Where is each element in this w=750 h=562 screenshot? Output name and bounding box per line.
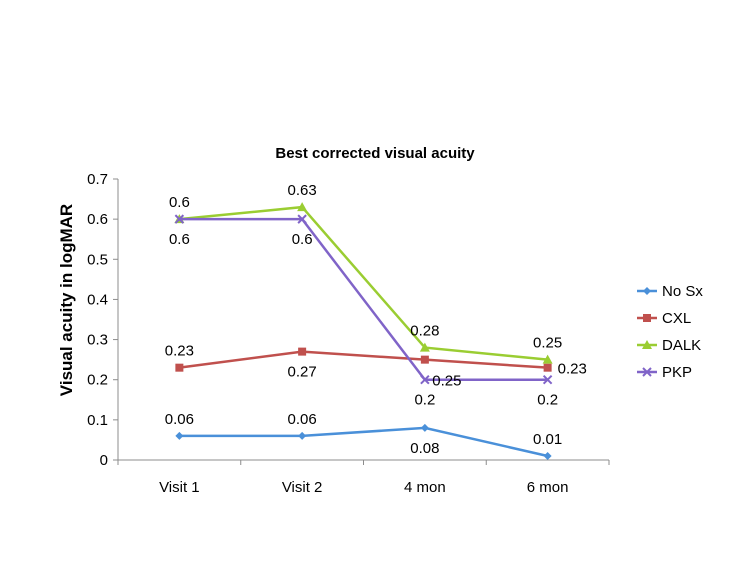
legend-marker [643, 314, 651, 322]
legend-item-cxl: CXL [637, 310, 691, 327]
legend-label: PKP [662, 364, 692, 381]
data-point [298, 431, 307, 440]
x-tick-label: 4 mon [404, 479, 446, 496]
data-point [420, 423, 429, 432]
series-line [179, 217, 548, 381]
data-point [419, 342, 430, 352]
y-tick-label: 0.3 [87, 332, 108, 349]
y-tick-label: 0.7 [87, 171, 108, 188]
data-label: 0.01 [533, 431, 562, 448]
legend-marker [642, 340, 652, 349]
data-point [420, 375, 430, 385]
x-tick-label: Visit 1 [159, 479, 200, 496]
data-point [543, 363, 552, 372]
y-tick-label: 0.4 [87, 291, 108, 308]
legend-item-pkp: PKP [637, 364, 692, 381]
data-label: 0.25 [432, 373, 461, 390]
data-point [420, 355, 429, 364]
data-point [298, 347, 307, 356]
legend-marker [642, 367, 652, 377]
x-tick-label: 6 mon [527, 479, 569, 496]
y-axis-label: Visual acuity in logMAR [57, 204, 76, 396]
data-label: 0.23 [165, 343, 194, 360]
series-line [179, 426, 548, 458]
series-line [179, 205, 548, 361]
legend-label: No Sx [662, 283, 703, 300]
data-label: 0.28 [410, 323, 439, 340]
data-labels: 0.06 0.06 0.08 0.01 0.23 0.27 0.25 0.23 0.6 0.63 0… [165, 182, 587, 457]
data-label: 0.08 [410, 440, 439, 457]
legend-label: CXL [662, 310, 691, 327]
data-point [542, 354, 553, 364]
data-label: 0.6 [169, 194, 190, 211]
data-point [297, 214, 307, 224]
legend-marker [643, 287, 651, 295]
data-point [175, 363, 184, 372]
data-label: 0.6 [169, 231, 190, 248]
data-label: 0.2 [537, 392, 558, 409]
series-pkp [174, 214, 553, 385]
series-no-sx [175, 423, 552, 460]
series-layer [174, 202, 553, 460]
y-tick-label: 0 [100, 452, 108, 469]
y-tick-label: 0.2 [87, 372, 108, 389]
legend-label: DALK [662, 337, 701, 354]
data-point [174, 214, 185, 224]
data-point [542, 375, 553, 385]
legend: No Sx CXL DALK PKP [637, 283, 703, 381]
data-label: 0.63 [288, 182, 317, 199]
series-line [179, 350, 548, 369]
data-label: 0.25 [533, 335, 562, 352]
y-tick-label: 0.1 [87, 412, 108, 429]
data-point [543, 451, 552, 460]
x-tick-label: Visit 2 [282, 479, 323, 496]
data-label: 0.23 [558, 361, 587, 378]
data-label: 0.06 [288, 411, 317, 428]
y-tick-label: 0.6 [87, 211, 108, 228]
axes: 0 0.1 0.2 0.3 0.4 0.5 0.6 0.7 Visit 1 Visit 2 4 mo… [87, 171, 610, 496]
data-point [297, 202, 308, 212]
data-label: 0.06 [165, 411, 194, 428]
legend-item-no-sx: No Sx [637, 283, 703, 300]
data-label: 0.2 [414, 392, 435, 409]
series-dalk [174, 202, 553, 364]
y-tick-label: 0.5 [87, 251, 108, 268]
series-cxl [175, 347, 552, 372]
legend-item-dalk: DALK [637, 337, 701, 354]
data-label: 0.27 [288, 364, 317, 381]
chart-title: Best corrected visual acuity [275, 145, 475, 162]
data-label: 0.6 [292, 231, 313, 248]
data-point [175, 431, 184, 440]
